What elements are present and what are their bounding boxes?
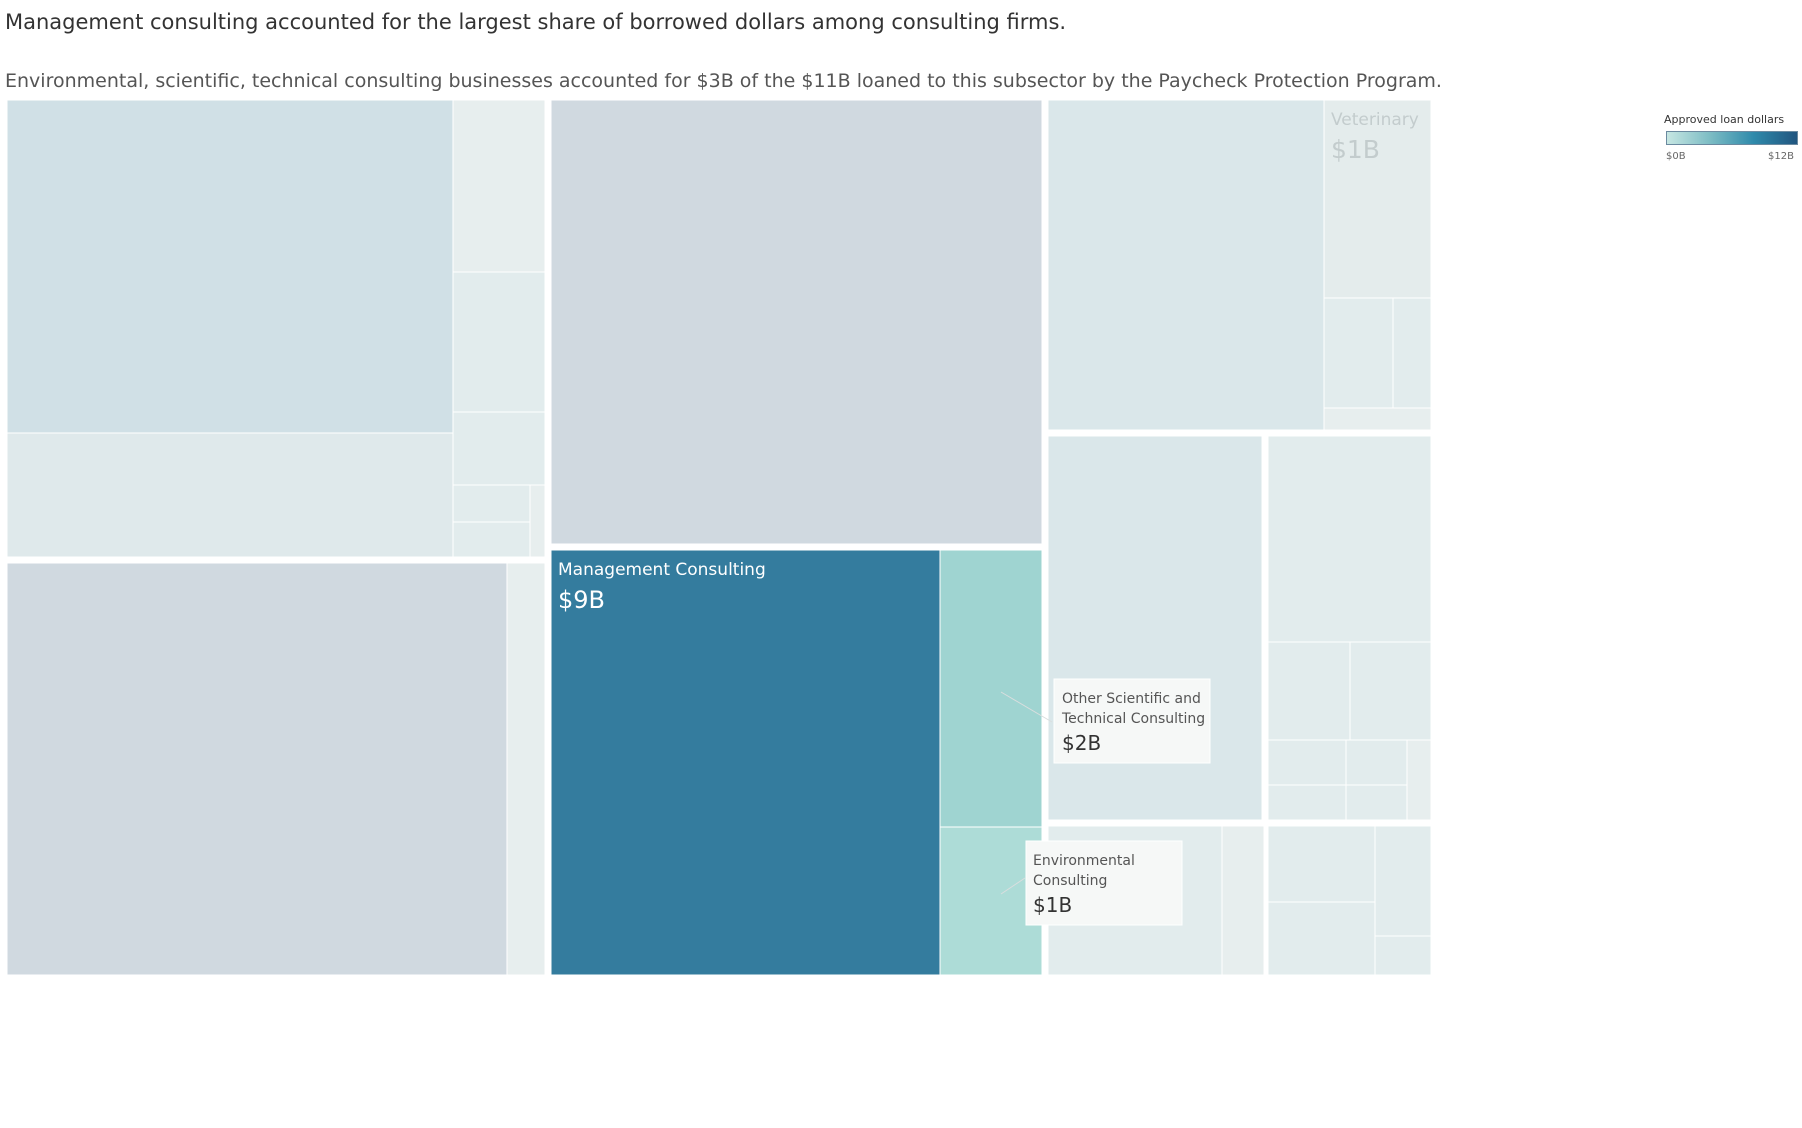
treemap-tile [6,562,508,976]
treemap-label-name: Consulting [1033,873,1107,889]
treemap-tile-environmental-consulting [939,826,1043,976]
treemap-label-name: Other Scientific and [1062,691,1201,707]
treemap-tile [452,521,531,558]
chart-subtitle: Environmental, scientific, technical con… [5,70,1442,92]
treemap-tile-management-consulting [550,549,941,976]
legend-min-label: $0B [1666,151,1686,162]
callout-box [1025,840,1183,926]
treemap-label-value: $2B [1062,731,1101,755]
legend-title: Approved loan dollars [1664,113,1785,126]
treemap-tile [1267,784,1347,821]
treemap-tile [1374,935,1432,976]
treemap-tile-other-scientific-technical-consulting [939,549,1043,828]
treemap-tile [1406,739,1432,821]
treemap-tile [452,99,546,273]
treemap-tile [1349,641,1432,741]
treemap-tile [1374,825,1432,937]
treemap-tile-veterinary [1323,99,1432,299]
treemap-tile [506,562,546,976]
treemap-tile [1323,407,1432,431]
treemap-tile [1267,739,1347,786]
treemap-tile [1267,901,1376,976]
treemap-tile [550,99,1043,545]
treemap-label-name: Environmental [1033,853,1135,869]
treemap-tile [1047,99,1325,431]
treemap-label-value: $9B [558,586,605,614]
treemap-label-name: Veterinary [1331,110,1419,130]
treemap-label-value: $1B [1033,893,1072,917]
treemap-label-name: Management Consulting [558,560,766,580]
treemap-label-name: Technical Consulting [1061,711,1205,727]
treemap-label-value: $1B [1331,135,1380,164]
treemap-chart: Management Consulting $9B Veterinary $1B Oth… [6,99,1432,976]
treemap-tile [6,99,454,434]
treemap-tile [1221,825,1265,976]
treemap-tile [1267,825,1376,903]
legend-color-bar [1666,131,1798,145]
treemap-tile [529,484,546,558]
treemap-tile [452,484,531,523]
treemap-tile [1392,297,1432,409]
treemap-tile [452,411,546,486]
callout-box [1053,678,1211,764]
treemap-tile [1323,297,1394,409]
callout-leader-line [1000,877,1026,895]
legend-max-label: $12B [1768,151,1794,162]
chart-title: Management consulting accounted for the … [5,10,1067,34]
callout-leader-line [1000,691,1053,723]
treemap-tile [1345,739,1408,786]
treemap-tile [452,271,546,413]
treemap-tile [1267,641,1351,741]
treemap-tile [6,432,454,558]
treemap-tile [1345,784,1408,821]
treemap-tile [1267,435,1432,643]
